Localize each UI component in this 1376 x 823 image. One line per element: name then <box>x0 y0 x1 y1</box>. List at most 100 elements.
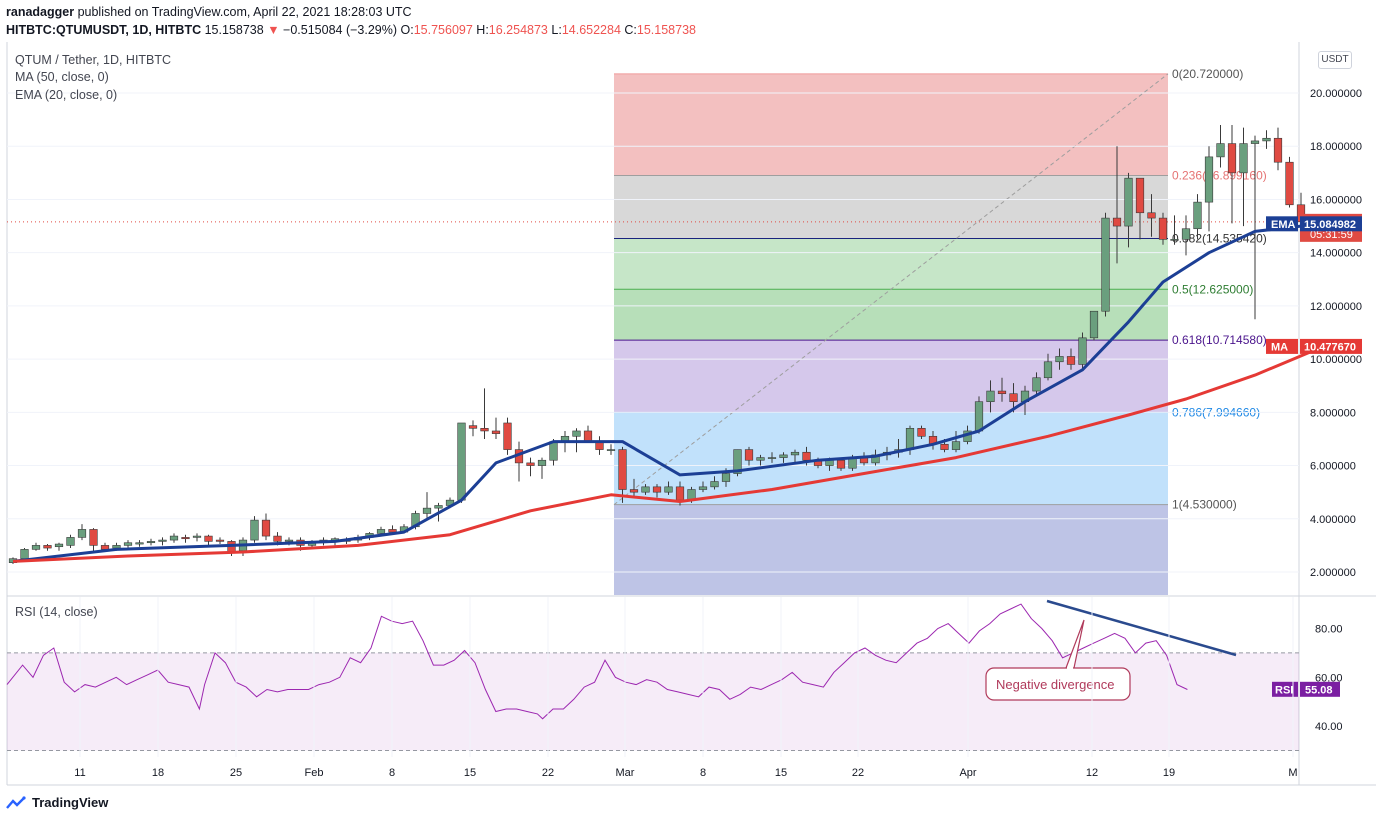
candle <box>1066 348 1076 370</box>
candle <box>1216 124 1225 168</box>
candle <box>181 534 190 543</box>
candle-body <box>123 542 133 546</box>
time-tick-label: 8 <box>700 767 706 779</box>
candle <box>1285 156 1294 208</box>
candle-body <box>181 537 190 540</box>
candle-body <box>135 542 144 545</box>
candle-body <box>721 473 731 482</box>
candle-body <box>1216 143 1225 158</box>
price-tick-label: 6.000000 <box>1310 461 1356 473</box>
candle <box>1147 194 1156 237</box>
candle-body <box>537 459 547 466</box>
candle <box>503 417 512 455</box>
candle <box>744 446 754 466</box>
candle-body <box>1055 356 1064 363</box>
candle <box>20 548 29 561</box>
ma-legend[interactable]: MA (50, close, 0) <box>15 70 109 84</box>
candle <box>1250 135 1260 320</box>
candle-body <box>733 449 742 474</box>
rsi-value-text: 55.08 <box>1305 684 1333 696</box>
price-tick-label: 12.000000 <box>1310 301 1362 313</box>
candle <box>192 533 202 542</box>
candle-body <box>215 539 225 542</box>
candle-body <box>1250 140 1260 144</box>
candle <box>710 476 719 490</box>
candle-body <box>1101 217 1110 312</box>
candle <box>997 377 1007 402</box>
rsi-legend[interactable]: RSI (14, close) <box>15 605 98 619</box>
currency-scale-button[interactable]: USDT <box>1318 51 1352 69</box>
candle-body <box>284 539 294 542</box>
candle-body <box>641 486 650 493</box>
divergence-callout-box <box>985 667 1131 701</box>
candle <box>43 544 52 551</box>
price-tag-text: 15.084982 <box>1304 219 1356 231</box>
candle <box>54 542 64 551</box>
time-tick-label: 11 <box>74 767 85 779</box>
candle-body <box>146 541 156 544</box>
candle-body <box>652 486 662 493</box>
candle <box>66 534 75 549</box>
candle <box>583 425 593 442</box>
candle <box>1055 348 1064 370</box>
candle-body <box>974 401 984 432</box>
candle <box>1193 194 1202 240</box>
candle-body <box>1135 177 1145 214</box>
candle-body <box>66 537 75 546</box>
fib-level-label: 0.618(10.714580) <box>1172 333 1267 347</box>
candle-body <box>526 462 535 466</box>
candle <box>1078 332 1087 370</box>
candle-body <box>744 449 754 461</box>
candle-body <box>1089 310 1099 339</box>
candle-body <box>1078 337 1087 365</box>
candle-body <box>1032 377 1041 392</box>
candle <box>169 533 179 543</box>
tradingview-logo[interactable]: TradingView <box>6 795 108 810</box>
candle <box>457 422 466 503</box>
candle <box>491 417 501 439</box>
rsi-tag <box>1272 681 1298 697</box>
candle-body <box>618 449 627 490</box>
candle <box>1158 212 1168 245</box>
candle <box>135 540 144 547</box>
candle <box>664 481 673 495</box>
candle <box>158 537 167 546</box>
candle-body <box>1227 143 1237 174</box>
candle <box>123 540 133 549</box>
candle <box>1032 372 1041 397</box>
candle <box>146 538 156 546</box>
candle <box>480 388 489 439</box>
candle <box>629 478 639 498</box>
candle <box>652 484 662 498</box>
price-tag <box>1300 338 1362 354</box>
time-tick-label: M <box>1288 767 1297 779</box>
chart-title[interactable]: QTUM / Tether, 1D, HITBTC <box>15 53 172 67</box>
candle-body <box>572 430 581 437</box>
candle-body <box>940 443 949 450</box>
candle <box>261 513 271 541</box>
rsi-line <box>6 603 1188 720</box>
candle-body <box>1273 137 1283 163</box>
publisher-name[interactable]: ranadagger <box>6 5 75 19</box>
candle <box>250 516 259 543</box>
candle-body <box>1181 228 1191 240</box>
candle <box>790 449 800 463</box>
tradingview-logo-icon <box>6 795 26 809</box>
time-tick-label: Feb <box>305 767 324 779</box>
candle <box>1089 310 1099 341</box>
down-arrow-icon: ▼ <box>267 23 280 37</box>
candle-body <box>756 457 765 461</box>
candle <box>1124 172 1133 248</box>
candle-body <box>100 545 110 550</box>
candle <box>215 537 225 545</box>
ema-legend[interactable]: EMA (20, close, 0) <box>15 88 118 102</box>
candle-body <box>917 428 926 437</box>
candle-body <box>779 454 788 458</box>
rsi-tick-label: 80.00 <box>1315 624 1343 636</box>
candle-body <box>802 451 811 461</box>
rsi-tick-label: 60.00 <box>1315 672 1343 684</box>
price-tick-label: 2.000000 <box>1310 567 1356 579</box>
fib-zone <box>614 289 1168 341</box>
candle-body <box>169 535 179 541</box>
